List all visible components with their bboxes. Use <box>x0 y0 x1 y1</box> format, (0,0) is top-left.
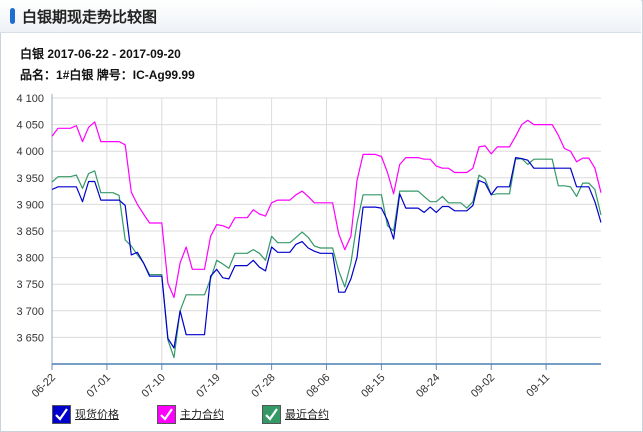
y-tick-label: 4 000 <box>16 146 44 158</box>
y-tick-label: 3 800 <box>16 253 44 265</box>
info-product-line: 品名：1#白银 牌号：IC-Ag99.99 <box>20 66 195 83</box>
chart-header: 白银期现走势比较图 <box>0 0 641 33</box>
y-tick-label: 3 700 <box>16 306 44 318</box>
date-range: 2017-06-22 - 2017-09-20 <box>47 47 181 61</box>
x-tick-label: 06-22 <box>30 372 58 400</box>
x-tick-label: 07-28 <box>249 372 277 400</box>
product-value: 1#白银 <box>56 68 94 82</box>
header-accent-bar <box>10 8 15 24</box>
y-tick-label: 4 100 <box>16 93 44 105</box>
x-tick-label: 07-19 <box>194 372 222 400</box>
chart-legend: 现货价格 主力合约 最近合约 <box>52 402 329 426</box>
y-tick-label: 3 650 <box>16 332 44 344</box>
info-date-line: 白银 2017-06-22 - 2017-09-20 <box>20 45 181 62</box>
series-line-0 <box>51 157 602 349</box>
legend-item[interactable]: 现货价格 <box>52 404 119 424</box>
legend-item[interactable]: 最近合约 <box>262 404 329 424</box>
legend-label[interactable]: 现货价格 <box>75 409 119 421</box>
legend-checkbox-icon[interactable] <box>52 404 71 424</box>
legend-label[interactable]: 主力合约 <box>180 409 224 421</box>
chart-title: 白银期现走势比较图 <box>22 9 158 26</box>
legend-label[interactable]: 最近合约 <box>285 409 329 421</box>
x-tick-label: 08-15 <box>359 372 387 400</box>
y-tick-label: 3 750 <box>16 279 44 291</box>
y-tick-label: 4 050 <box>16 120 44 132</box>
x-tick-label: 09-02 <box>469 372 497 400</box>
legend-item[interactable]: 主力合约 <box>157 404 224 424</box>
x-tick-label: 08-06 <box>304 372 332 400</box>
series-line-1 <box>51 119 602 299</box>
brand-value: IC-Ag99.99 <box>132 68 195 82</box>
y-tick-label: 3 900 <box>16 199 44 211</box>
x-tick-label: 09-11 <box>524 372 552 400</box>
y-tick-label: 3 950 <box>16 173 44 185</box>
y-tick-label: 3 850 <box>16 226 44 238</box>
x-tick-label: 07-10 <box>140 372 168 400</box>
metal-name: 白银 <box>20 47 45 61</box>
x-tick-label: 07-01 <box>85 372 113 400</box>
brand-label: 牌号： <box>96 68 133 82</box>
legend-checkbox-icon[interactable] <box>157 404 176 424</box>
legend-checkbox-icon[interactable] <box>262 404 281 424</box>
x-tick-label: 08-24 <box>414 372 442 400</box>
product-label: 品名： <box>20 68 57 82</box>
